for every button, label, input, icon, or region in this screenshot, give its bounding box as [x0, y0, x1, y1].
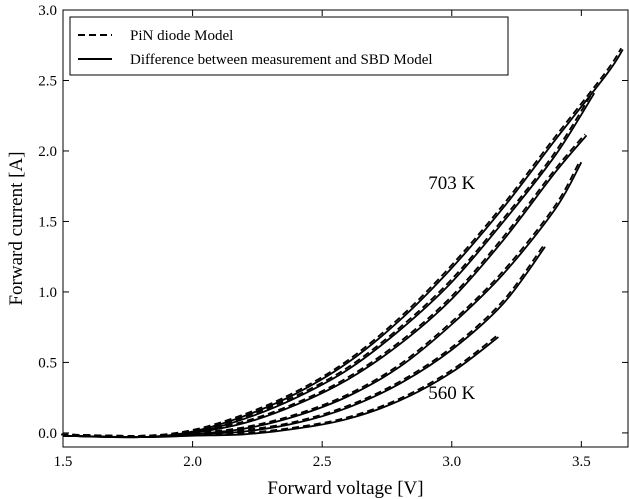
x-axis-title: Forward voltage [V] [267, 478, 423, 499]
y-tick-label: 0.0 [38, 426, 57, 442]
annotations: 703 K 560 K [428, 173, 475, 404]
y-tick-label: 3.0 [38, 3, 57, 19]
legend-label: Difference between measurement and SBD M… [130, 52, 433, 68]
x-tick-label: 3.5 [572, 454, 591, 470]
y-axis-title: Forward current [A] [6, 151, 27, 305]
series-2-solid-line [62, 92, 596, 439]
legend-label: PiN diode Model [130, 28, 233, 44]
series-6-solid-line [62, 336, 499, 439]
annotation-1: 703 K [428, 173, 475, 194]
annotation-2: 560 K [428, 383, 475, 404]
y-tick-label: 2.0 [38, 144, 57, 160]
series-1-dashed-line [61, 47, 622, 437]
series-5-dashed-line [61, 245, 545, 437]
plot-lines [61, 47, 624, 439]
legend: PiN diode Model Difference between measur… [69, 16, 509, 76]
y-tick-label: 0.5 [38, 355, 57, 371]
x-tick-label: 1.5 [54, 454, 73, 470]
y-tick-label: 1.0 [38, 285, 57, 301]
series-3-dashed-line [61, 133, 586, 437]
legend-box [69, 16, 509, 76]
x-tick-label: 3.0 [442, 454, 461, 470]
series-3-solid-line [62, 134, 588, 439]
y-tick-label: 1.5 [38, 214, 57, 230]
x-tick-label: 2.0 [183, 454, 202, 470]
plot-frame [62, 9, 629, 448]
x-tick-label: 2.5 [313, 454, 332, 470]
series-1-solid-line [62, 48, 624, 439]
series-6-dashed-line [61, 335, 498, 437]
axes: 1.5 2.0 2.5 3.0 3.5 0.0 0.5 1.0 1.5 2.0 2.5 3.0 [38, 3, 629, 470]
series-4-solid-line [62, 161, 583, 439]
y-tick-label: 2.5 [38, 73, 57, 89]
